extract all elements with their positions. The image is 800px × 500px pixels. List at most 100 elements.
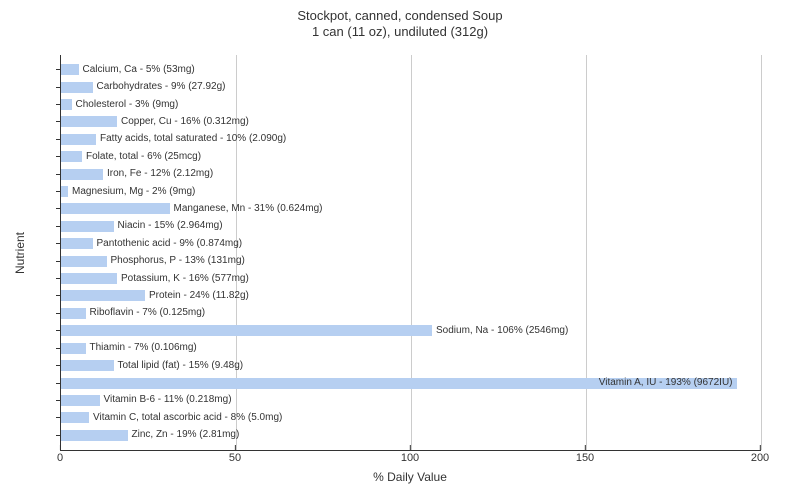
bar-row: Cholesterol - 3% (9mg) bbox=[61, 98, 761, 112]
bar bbox=[61, 325, 432, 336]
y-tick-mark bbox=[56, 278, 61, 279]
bar bbox=[61, 169, 103, 180]
bar-label: Manganese, Mn - 31% (0.624mg) bbox=[174, 204, 323, 214]
bar-row: Carbohydrates - 9% (27.92g) bbox=[61, 80, 761, 94]
chart-title-line1: Stockpot, canned, condensed Soup bbox=[0, 8, 800, 24]
y-tick-mark bbox=[56, 348, 61, 349]
y-tick-mark bbox=[56, 313, 61, 314]
x-tick: 150 bbox=[576, 450, 594, 464]
bar-row: Copper, Cu - 16% (0.312mg) bbox=[61, 115, 761, 129]
x-tick-label: 0 bbox=[57, 450, 63, 464]
bar bbox=[61, 134, 96, 145]
bar-label: Fatty acids, total saturated - 10% (2.09… bbox=[100, 134, 286, 144]
y-tick-mark bbox=[56, 417, 61, 418]
x-ticks: 050100150200 bbox=[60, 450, 760, 470]
bar bbox=[61, 430, 128, 441]
bar-label: Cholesterol - 3% (9mg) bbox=[76, 100, 179, 110]
bar-row: Total lipid (fat) - 15% (9.48g) bbox=[61, 359, 761, 373]
bar-row: Iron, Fe - 12% (2.12mg) bbox=[61, 167, 761, 181]
bar-row: Phosphorus, P - 13% (131mg) bbox=[61, 254, 761, 268]
x-tick: 0 bbox=[57, 450, 63, 464]
bar-row: Sodium, Na - 106% (2546mg) bbox=[61, 324, 761, 338]
x-tick-label: 50 bbox=[229, 450, 241, 464]
bar bbox=[61, 82, 93, 93]
bar bbox=[61, 395, 100, 406]
bar bbox=[61, 343, 86, 354]
y-axis-label: Nutrient bbox=[13, 231, 27, 273]
bar-label: Potassium, K - 16% (577mg) bbox=[121, 274, 249, 284]
bar-label: Copper, Cu - 16% (0.312mg) bbox=[121, 117, 249, 127]
y-tick-mark bbox=[56, 104, 61, 105]
y-tick-mark bbox=[56, 243, 61, 244]
bar-label: Phosphorus, P - 13% (131mg) bbox=[111, 256, 245, 266]
bar bbox=[61, 412, 89, 423]
bar bbox=[61, 360, 114, 371]
chart-title: Stockpot, canned, condensed Soup 1 can (… bbox=[0, 8, 800, 41]
x-tick: 200 bbox=[751, 450, 769, 464]
bar-row: Niacin - 15% (2.964mg) bbox=[61, 219, 761, 233]
chart-title-line2: 1 can (11 oz), undiluted (312g) bbox=[0, 24, 800, 40]
bar-row: Pantothenic acid - 9% (0.874mg) bbox=[61, 237, 761, 251]
bar-label: Total lipid (fat) - 15% (9.48g) bbox=[118, 361, 244, 371]
bar bbox=[61, 203, 170, 214]
y-tick-mark bbox=[56, 226, 61, 227]
bar-label: Iron, Fe - 12% (2.12mg) bbox=[107, 169, 213, 179]
bar-label: Magnesium, Mg - 2% (9mg) bbox=[72, 187, 195, 197]
bar-row: Potassium, K - 16% (577mg) bbox=[61, 272, 761, 286]
y-tick-mark bbox=[56, 174, 61, 175]
bar-label: Sodium, Na - 106% (2546mg) bbox=[436, 326, 568, 336]
bars-container: Calcium, Ca - 5% (53mg) Carbohydrates - 9… bbox=[61, 61, 761, 444]
bar-label: Calcium, Ca - 5% (53mg) bbox=[83, 65, 195, 75]
bar-row: Vitamin A, IU - 193% (9672IU) bbox=[61, 376, 761, 390]
bar bbox=[61, 308, 86, 319]
bar bbox=[61, 273, 117, 284]
y-tick-mark bbox=[56, 383, 61, 384]
bar-row: Protein - 24% (11.82g) bbox=[61, 289, 761, 303]
x-tick-label: 150 bbox=[576, 450, 594, 464]
bar-label: Niacin - 15% (2.964mg) bbox=[118, 221, 223, 231]
bar-row: Fatty acids, total saturated - 10% (2.09… bbox=[61, 132, 761, 146]
bar-row: Zinc, Zn - 19% (2.81mg) bbox=[61, 428, 761, 442]
bar-label: Riboflavin - 7% (0.125mg) bbox=[90, 308, 206, 318]
y-tick-mark bbox=[56, 435, 61, 436]
bar bbox=[61, 99, 72, 110]
x-tick-mark bbox=[410, 445, 411, 450]
x-tick: 50 bbox=[229, 450, 241, 464]
bar bbox=[61, 238, 93, 249]
y-tick-mark bbox=[56, 295, 61, 296]
y-tick-mark bbox=[56, 208, 61, 209]
bar-row: Thiamin - 7% (0.106mg) bbox=[61, 341, 761, 355]
bar-row: Magnesium, Mg - 2% (9mg) bbox=[61, 185, 761, 199]
bar bbox=[61, 64, 79, 75]
bar-label: Thiamin - 7% (0.106mg) bbox=[90, 343, 197, 353]
x-tick-mark bbox=[760, 445, 761, 450]
bar-label: Zinc, Zn - 19% (2.81mg) bbox=[132, 430, 240, 440]
nutrient-bar-chart: Stockpot, canned, condensed Soup 1 can (… bbox=[0, 0, 800, 500]
bar-row: Calcium, Ca - 5% (53mg) bbox=[61, 63, 761, 77]
y-tick-mark bbox=[56, 191, 61, 192]
plot-area: Calcium, Ca - 5% (53mg) Carbohydrates - 9… bbox=[60, 55, 761, 451]
bar-label: Folate, total - 6% (25mcg) bbox=[86, 152, 201, 162]
y-tick-mark bbox=[56, 261, 61, 262]
y-tick-mark bbox=[56, 365, 61, 366]
bar bbox=[61, 186, 68, 197]
x-tick-mark bbox=[60, 445, 61, 450]
x-tick-mark bbox=[585, 445, 586, 450]
y-tick-mark bbox=[56, 400, 61, 401]
y-tick-mark bbox=[56, 87, 61, 88]
bar bbox=[61, 290, 145, 301]
bar-label: Vitamin B-6 - 11% (0.218mg) bbox=[104, 395, 232, 405]
y-tick-mark bbox=[56, 69, 61, 70]
bar-label: Protein - 24% (11.82g) bbox=[149, 291, 249, 301]
y-tick-mark bbox=[56, 121, 61, 122]
bar-row: Vitamin C, total ascorbic acid - 8% (5.0… bbox=[61, 411, 761, 425]
y-axis-label-container: Nutrient bbox=[10, 55, 30, 450]
bar-label: Vitamin C, total ascorbic acid - 8% (5.0… bbox=[93, 413, 282, 423]
bar bbox=[61, 256, 107, 267]
y-tick-mark bbox=[56, 156, 61, 157]
bar-row: Vitamin B-6 - 11% (0.218mg) bbox=[61, 393, 761, 407]
bar bbox=[61, 151, 82, 162]
x-tick-mark bbox=[235, 445, 236, 450]
y-tick-mark bbox=[56, 330, 61, 331]
x-axis-label: % Daily Value bbox=[60, 470, 760, 484]
